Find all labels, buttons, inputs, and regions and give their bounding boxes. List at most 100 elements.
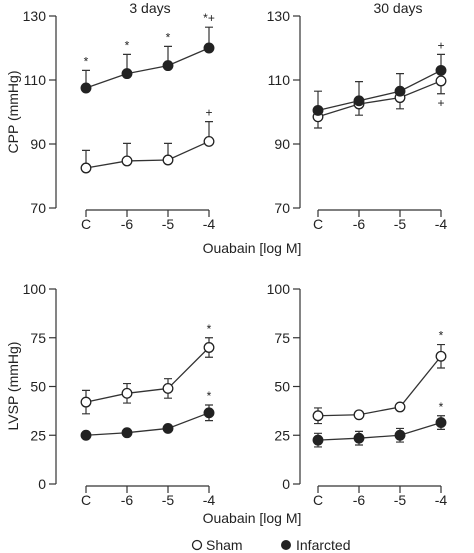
legend: Sham Infarcted bbox=[191, 537, 350, 553]
panel-lvsp-30d: 0 25 50 75 100 C -6 -5 -4 * * bbox=[267, 281, 448, 508]
significance-marker: * bbox=[125, 38, 130, 52]
x-tick-label: -5 bbox=[162, 492, 175, 508]
data-point-filled bbox=[435, 417, 447, 429]
significance-marker: * bbox=[439, 329, 444, 343]
significance-marker: * bbox=[439, 400, 444, 414]
legend-label-sham: Sham bbox=[206, 537, 243, 553]
y-tick-label: 75 bbox=[274, 330, 290, 346]
series-line bbox=[317, 355, 442, 417]
error-bar bbox=[82, 389, 90, 415]
series-infarcted: * bbox=[80, 389, 215, 441]
series-line bbox=[317, 421, 442, 441]
data-point-filled bbox=[121, 68, 133, 80]
y-tick-label: 0 bbox=[38, 476, 46, 492]
data-point-open bbox=[203, 135, 215, 147]
x-tick-label: -4 bbox=[435, 216, 448, 232]
panel-cpp-3d: 70 90 110 130 C -6 -5 -4 3 days CPP (mmHg) + * * * *+ bbox=[5, 0, 215, 232]
data-point-filled bbox=[435, 64, 447, 76]
y-tick-label: 0 bbox=[282, 476, 290, 492]
panel-cpp-30d: 70 90 110 130 C -6 -5 -4 30 days + + bbox=[267, 0, 448, 232]
data-point-filled bbox=[353, 95, 365, 107]
series-sham: * bbox=[80, 322, 215, 415]
data-point-open bbox=[435, 350, 447, 362]
panel-title: 3 days bbox=[129, 0, 170, 16]
data-point-filled bbox=[162, 60, 174, 72]
significance-marker: + bbox=[205, 106, 212, 120]
data-point-filled bbox=[312, 104, 324, 116]
x-tick-label: C bbox=[81, 216, 91, 232]
x-axis-label-bottom: Ouabain [log M] bbox=[203, 510, 302, 526]
significance-marker: *+ bbox=[203, 11, 215, 25]
y-tick-label: 90 bbox=[30, 136, 46, 152]
y-tick-label: 130 bbox=[267, 8, 291, 24]
significance-marker: * bbox=[166, 30, 171, 44]
x-tick-label: -6 bbox=[353, 216, 366, 232]
legend-marker-sham bbox=[191, 539, 203, 551]
y-tick-label: 70 bbox=[30, 200, 46, 216]
data-point-filled bbox=[312, 434, 324, 446]
error-bar bbox=[437, 343, 445, 369]
series-line bbox=[317, 80, 442, 118]
y-tick-label: 100 bbox=[267, 281, 291, 297]
data-point-open bbox=[394, 401, 406, 413]
data-point-open bbox=[203, 342, 215, 353]
data-point-open bbox=[353, 409, 365, 421]
x-tick-label: -4 bbox=[435, 492, 448, 508]
series-line bbox=[85, 47, 210, 89]
significance-marker: + bbox=[437, 96, 444, 110]
y-tick-label: 50 bbox=[274, 379, 290, 395]
data-point-open bbox=[312, 410, 324, 422]
data-point-open bbox=[80, 162, 92, 174]
data-point-open bbox=[121, 387, 133, 399]
significance-marker: * bbox=[207, 389, 212, 403]
data-point-filled bbox=[394, 429, 406, 441]
series-line bbox=[85, 140, 210, 169]
series-infarcted: + bbox=[312, 38, 447, 116]
x-tick-label: C bbox=[81, 492, 91, 508]
x-tick-label: -4 bbox=[203, 492, 216, 508]
data-point-open bbox=[121, 155, 133, 167]
series-infarcted: * bbox=[312, 400, 447, 448]
x-tick-label: -6 bbox=[121, 216, 134, 232]
series-infarcted: * * * *+ bbox=[80, 11, 215, 94]
data-point-filled bbox=[353, 432, 365, 444]
x-tick-label: C bbox=[313, 492, 323, 508]
y-tick-label: 50 bbox=[30, 379, 46, 395]
significance-marker: + bbox=[437, 38, 444, 52]
data-point-filled bbox=[80, 429, 92, 441]
x-tick-label: -4 bbox=[203, 216, 216, 232]
x-tick-label: -6 bbox=[121, 492, 134, 508]
y-tick-label: 25 bbox=[274, 427, 290, 443]
x-tick-label: -5 bbox=[394, 216, 407, 232]
data-point-filled bbox=[394, 85, 406, 97]
data-point-filled bbox=[162, 422, 174, 434]
series-sham: * bbox=[312, 329, 447, 425]
series-line bbox=[85, 412, 210, 436]
x-tick-label: -5 bbox=[394, 492, 407, 508]
panel-lvsp-3d: 0 25 50 75 100 C -6 -5 -4 LVSP (mmHg) * * bbox=[5, 281, 215, 508]
data-point-open bbox=[162, 154, 174, 166]
x-tick-label: -6 bbox=[353, 492, 366, 508]
data-point-filled bbox=[80, 82, 92, 94]
y-tick-label: 100 bbox=[23, 281, 47, 297]
significance-marker: * bbox=[207, 322, 212, 336]
data-point-open bbox=[162, 383, 174, 394]
y-tick-label: 25 bbox=[30, 427, 46, 443]
legend-marker-infarcted bbox=[281, 540, 291, 550]
data-point-filled bbox=[121, 427, 133, 439]
data-point-open bbox=[435, 75, 447, 87]
y-axis-label: LVSP (mmHg) bbox=[5, 342, 21, 431]
y-tick-label: 110 bbox=[268, 72, 291, 88]
y-tick-label: 110 bbox=[24, 72, 47, 88]
series-sham: + bbox=[312, 75, 447, 129]
significance-marker: * bbox=[84, 54, 89, 68]
y-tick-label: 90 bbox=[274, 136, 290, 152]
x-tick-label: -5 bbox=[162, 216, 175, 232]
y-tick-label: 70 bbox=[274, 200, 290, 216]
x-axis-label-top: Ouabain [log M] bbox=[203, 240, 302, 256]
y-tick-label: 75 bbox=[30, 330, 46, 346]
x-tick-label: C bbox=[313, 216, 323, 232]
data-point-filled bbox=[203, 42, 215, 54]
